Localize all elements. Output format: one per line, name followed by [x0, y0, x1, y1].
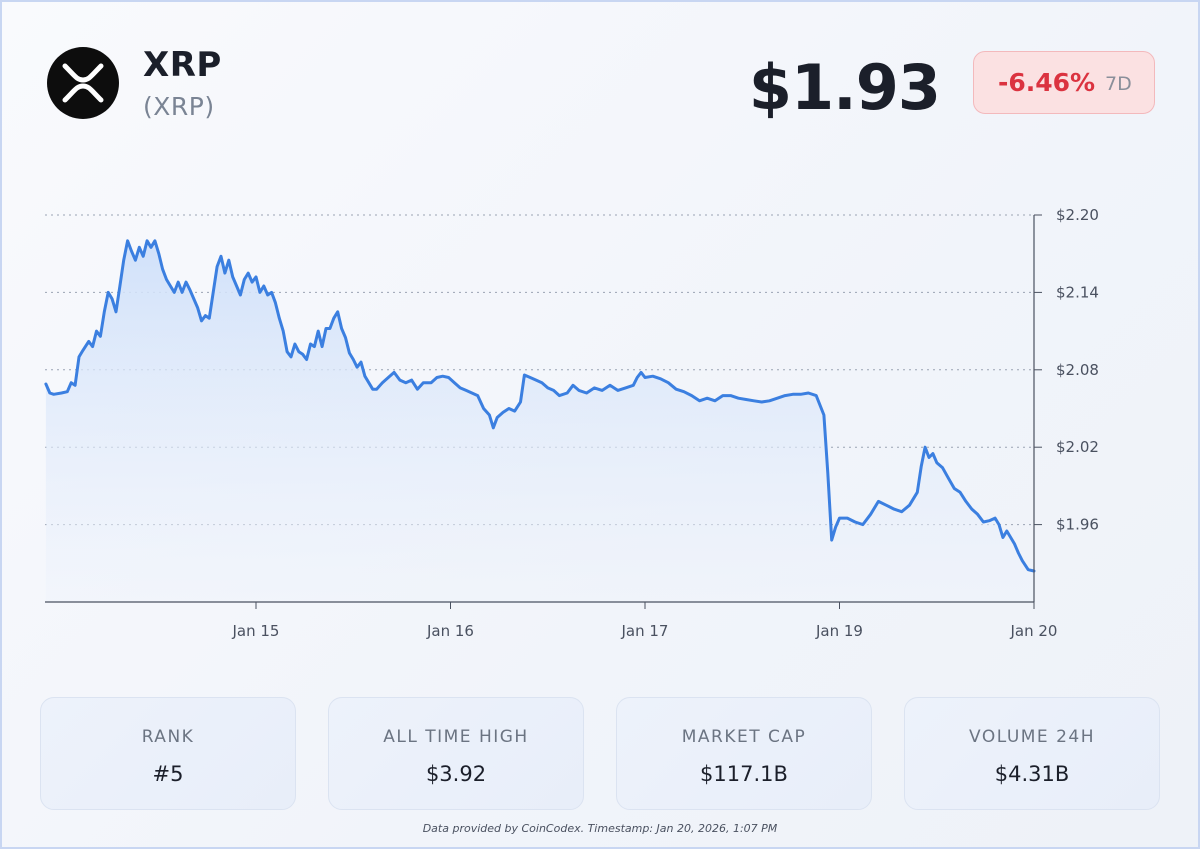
x-tick-label: Jan 17 — [621, 622, 669, 640]
price-area — [45, 240, 1034, 603]
stat-card-all-time-high: ALL TIME HIGH $3.92 — [328, 697, 584, 810]
current-price: $1.93 — [748, 51, 941, 124]
x-tick-label: Jan 16 — [426, 622, 474, 640]
x-tick-label: Jan 19 — [815, 622, 863, 640]
change-badge: -6.46% 7D — [973, 51, 1155, 114]
xrp-x-icon — [62, 63, 104, 103]
stat-label: MARKET CAP — [681, 727, 807, 747]
stat-label: VOLUME 24H — [968, 727, 1095, 747]
stat-value: $3.92 — [425, 762, 487, 786]
y-tick-label: $2.20 — [1056, 206, 1099, 224]
stat-label: RANK — [141, 727, 195, 747]
change-period: 7D — [1105, 73, 1132, 95]
price-line — [44, 239, 1036, 573]
y-tick-label: $1.96 — [1056, 516, 1099, 534]
stat-card-market-cap: MARKET CAP $117.1B — [616, 697, 872, 810]
change-value: -6.46% — [998, 68, 1096, 97]
price-chart: $2.20 $2.14 $2.08 $2.02 $1.96 Jan 15 Jan 16 Jan… — [44, 206, 1099, 640]
stat-value: $117.1B — [700, 762, 788, 786]
y-tick-label: $2.14 — [1056, 283, 1099, 301]
x-tick-label: Jan 20 — [1010, 622, 1058, 640]
coin-symbol: (XRP) — [143, 92, 215, 121]
stat-value: $4.31B — [994, 762, 1070, 786]
data-attribution: Data provided by CoinCodex. Timestamp: J… — [422, 822, 778, 835]
y-tick-label: $2.08 — [1056, 361, 1099, 379]
coin-name: XRP — [143, 45, 222, 85]
stat-label: ALL TIME HIGH — [383, 727, 529, 747]
stat-value: #5 — [152, 762, 184, 786]
x-tick-label: Jan 15 — [232, 622, 280, 640]
y-tick-label: $2.02 — [1056, 438, 1099, 456]
stat-card-rank: RANK #5 — [40, 697, 296, 810]
stat-card-volume-24h: VOLUME 24H $4.31B — [904, 697, 1160, 810]
coin-logo — [47, 47, 119, 119]
